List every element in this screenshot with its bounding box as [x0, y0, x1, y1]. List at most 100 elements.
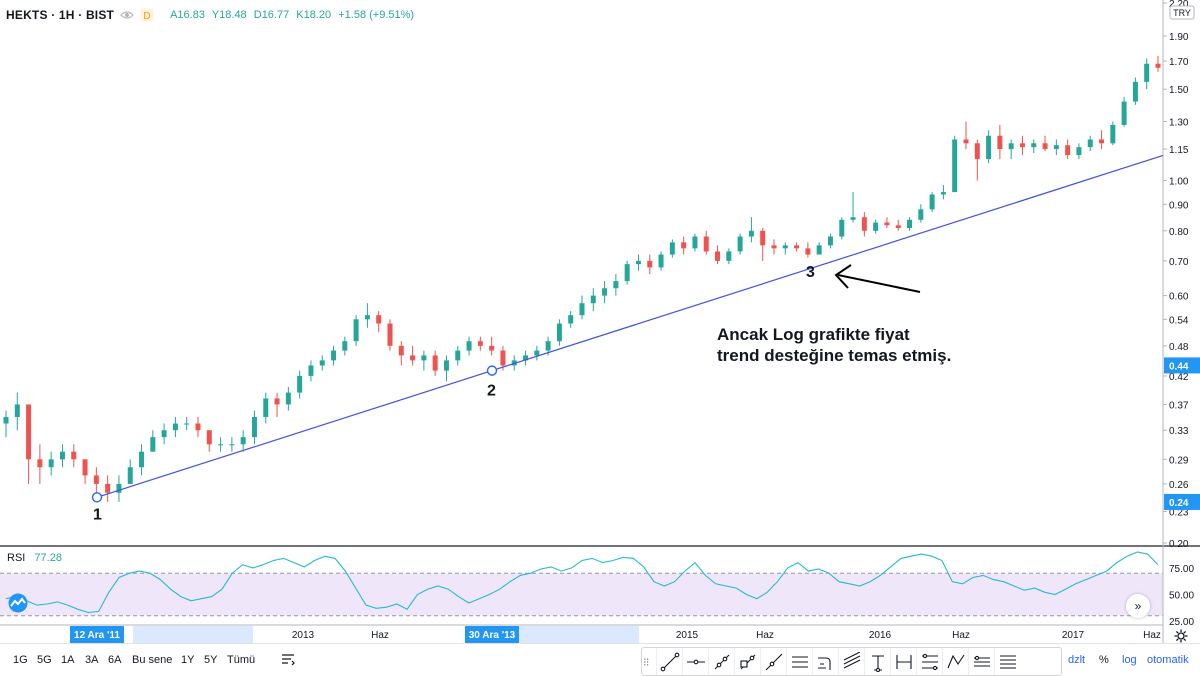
candle-body	[545, 341, 551, 351]
candle-body	[952, 139, 958, 193]
range-1a[interactable]: 1A	[61, 654, 75, 666]
candle-body	[398, 345, 404, 356]
candle-body	[692, 236, 698, 249]
candle	[127, 459, 133, 484]
candle-body	[737, 236, 743, 252]
range-ytd[interactable]: Bu sene	[132, 654, 173, 666]
candle-body	[105, 483, 111, 493]
candle-body	[297, 375, 303, 393]
candle	[782, 242, 788, 255]
rsi-pane[interactable]	[0, 551, 1163, 617]
candle-body	[974, 143, 980, 160]
price-range-icon[interactable]	[995, 648, 1020, 675]
range-6a[interactable]: 6A	[108, 654, 122, 666]
candle-body	[839, 219, 845, 237]
candle	[771, 239, 777, 255]
trend-line-icon[interactable]	[657, 648, 683, 675]
toggle-log[interactable]: log	[1122, 654, 1137, 666]
annotation-arrow-head	[834, 264, 852, 289]
pitchfork-icon[interactable]	[865, 648, 891, 675]
candle-body	[82, 459, 88, 476]
toggle-adjust[interactable]: dzlt	[1068, 654, 1086, 666]
candle	[1053, 139, 1059, 156]
candle-body	[873, 222, 879, 231]
time-range-highlight	[133, 626, 253, 643]
candle	[364, 303, 370, 328]
candle	[398, 341, 404, 366]
candle	[331, 345, 337, 366]
candle	[206, 430, 212, 452]
range-1g[interactable]: 1G	[13, 654, 28, 666]
candle	[489, 336, 495, 356]
price-pane[interactable]	[0, 55, 1200, 547]
candle	[737, 233, 743, 255]
regression-channel-icon[interactable]	[813, 648, 839, 675]
parallel-channel-icon[interactable]	[787, 648, 813, 675]
tradingview-logo-icon[interactable]	[5, 593, 31, 613]
candle	[850, 192, 856, 223]
candle-body	[918, 209, 924, 220]
range-5g[interactable]: 5G	[37, 654, 52, 666]
candle-body	[556, 323, 562, 342]
candle-body	[726, 251, 732, 261]
time-highlight-tag: 30 Ara '13	[465, 626, 519, 643]
candle	[861, 211, 867, 237]
candle	[432, 350, 438, 376]
ray-icon[interactable]	[709, 648, 735, 675]
candle	[624, 260, 630, 285]
range-1y[interactable]: 1Y	[181, 654, 195, 666]
candle-body	[624, 264, 630, 282]
range-5y[interactable]: 5Y	[204, 654, 218, 666]
annotation-note-line1: Ancak Log grafikte fiyat	[717, 325, 910, 344]
candle-body	[139, 451, 145, 468]
candle-body	[455, 350, 461, 361]
scroll-to-realtime-button[interactable]: »	[1126, 594, 1150, 618]
candle-body	[816, 245, 822, 255]
candle-body	[782, 245, 788, 249]
symbol-title[interactable]: HEKTS · 1H · BIST	[6, 8, 115, 22]
extended-line-icon[interactable]	[735, 648, 761, 675]
range-3a[interactable]: 3A	[85, 654, 99, 666]
chart-canvas[interactable]: 2.20 1.90 1.70 1.50 1.30 1.15 1.00 0.90 0.80 0.70…	[0, 0, 1200, 643]
candle	[556, 319, 562, 346]
candle	[14, 392, 20, 431]
candle	[71, 444, 77, 468]
candle	[1099, 130, 1105, 150]
price-tick-label: 1.00	[1169, 177, 1189, 188]
drag-handle-icon[interactable]	[642, 648, 657, 675]
candle-body	[26, 404, 32, 460]
candle	[105, 475, 111, 502]
gann-box-icon[interactable]	[891, 648, 917, 675]
toggle-percent[interactable]: %	[1099, 654, 1109, 666]
candle-body	[1053, 145, 1059, 150]
candle	[602, 281, 608, 304]
candle-body	[703, 236, 709, 252]
candle-body	[579, 303, 585, 316]
price-tag: 0.44	[1164, 357, 1200, 374]
candle-body	[251, 416, 257, 438]
candle-body	[760, 230, 766, 246]
toggle-auto[interactable]: otomatik	[1147, 654, 1189, 666]
eye-icon[interactable]	[120, 8, 134, 22]
pattern-icon[interactable]	[969, 648, 995, 675]
fib-extension-icon[interactable]	[943, 648, 969, 675]
goto-date-icon[interactable]	[281, 652, 295, 669]
horizontal-line-icon[interactable]	[683, 648, 709, 675]
settings-gear-icon[interactable]	[1174, 629, 1188, 646]
candle-body	[353, 319, 359, 342]
candle-body	[986, 135, 992, 160]
flat-top-icon[interactable]	[839, 648, 865, 675]
candle	[895, 219, 901, 231]
fib-retracement-icon[interactable]	[917, 648, 943, 675]
rsi-tick-label: 50.00	[1169, 590, 1194, 601]
candle	[816, 242, 822, 255]
candle	[285, 386, 291, 411]
range-all[interactable]: Tümü	[227, 654, 256, 666]
ohlc-values: A16.83 Y18.48 D16.77 K18.20 +1.58 (+9.51…	[170, 9, 418, 21]
angle-line-icon[interactable]	[761, 648, 787, 675]
candle-body	[963, 139, 969, 144]
price-tick-label: 0.20	[1169, 539, 1189, 550]
time-tick-label: Haz	[756, 630, 774, 641]
rsi-legend[interactable]: RSI 77.28	[7, 552, 62, 564]
axes: 2.20 1.90 1.70 1.50 1.30 1.15 1.00 0.90 0.80 0.70…	[0, 0, 1200, 643]
